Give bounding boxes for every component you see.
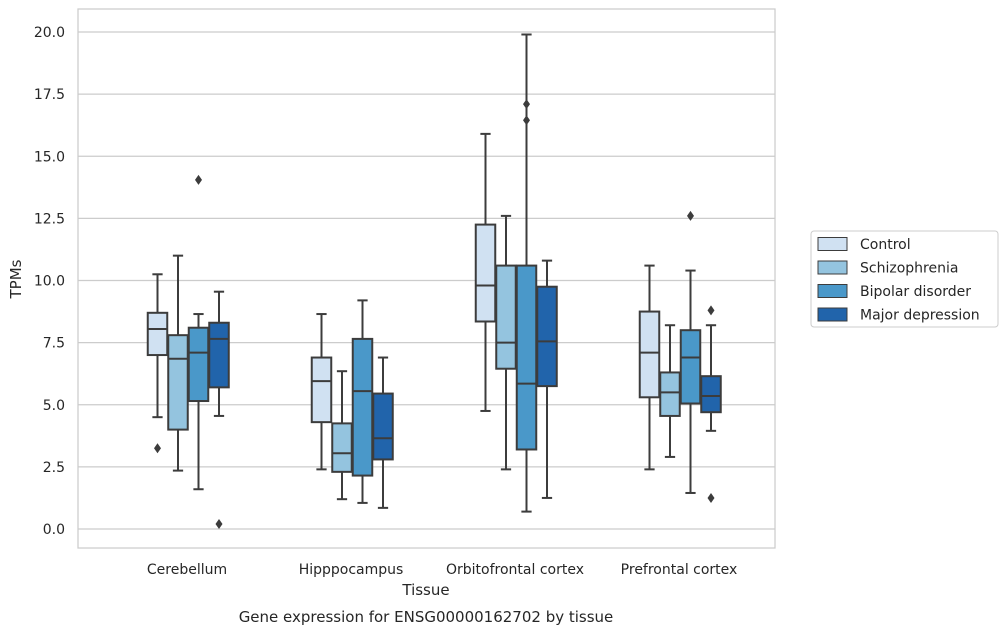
legend-label: Control (860, 237, 911, 253)
box-body (700, 375, 722, 414)
box-schizophrenia (167, 254, 189, 472)
outlier-point (523, 99, 530, 110)
x-tick-labels: Cerebellum Hipppocampus Orbitofrontal cort… (147, 562, 737, 578)
box-control (146, 273, 169, 454)
y-axis-label: TPMs (7, 259, 25, 299)
box-body (679, 329, 702, 405)
y-tick-label: 5.0 (43, 398, 65, 414)
legend-swatch (817, 284, 848, 298)
x-axis-label: Tissue (401, 581, 449, 599)
legend-label: Schizophrenia (860, 261, 958, 277)
legend: Control Schizophrenia Bipolar disorder Majo… (810, 230, 999, 328)
box-body (146, 311, 169, 357)
y-tick-label: 17.5 (34, 87, 65, 103)
box-body (331, 422, 353, 473)
legend-label: Major depression (860, 308, 980, 324)
boxes (146, 33, 722, 530)
x-tick-label: Cerebellum (147, 562, 227, 578)
box-bipolar-disorder (187, 174, 210, 491)
chart-caption: Gene expression for ENSG00000162702 by t… (239, 608, 614, 626)
x-tick-label: Prefrontal cortex (621, 562, 738, 578)
legend-frame (810, 230, 999, 328)
box-body (474, 223, 497, 323)
box-control (310, 313, 333, 471)
outlier-point (687, 210, 694, 221)
y-tick-labels: 0.0 2.5 5.0 7.5 10.0 12.5 15.0 17.5 20.0 (34, 25, 65, 538)
box-body (536, 285, 558, 388)
box-body (208, 321, 230, 389)
box-bipolar-disorder (351, 299, 374, 504)
box-body (495, 264, 517, 370)
box-body (310, 356, 333, 424)
outlier-point (707, 492, 715, 503)
box-body (372, 392, 394, 461)
y-tick-label: 0.0 (43, 522, 65, 538)
box-body (167, 334, 189, 431)
plot-area-frame (77, 8, 776, 549)
outlier-point (215, 519, 223, 530)
box-major-depression (536, 259, 558, 499)
box-control (638, 264, 661, 471)
y-tick-label: 20.0 (34, 25, 65, 41)
x-tick-label: Orbitofrontal cortex (446, 562, 584, 578)
box-control (474, 132, 497, 412)
outlier-point (523, 115, 530, 126)
outlier-point (154, 443, 161, 454)
outlier-point (707, 305, 715, 316)
box-body (515, 264, 538, 451)
box-schizophrenia (495, 214, 517, 471)
legend-swatch (817, 260, 848, 275)
x-tick-label: Hipppocampus (299, 562, 404, 578)
box-body (638, 310, 661, 399)
y-tick-label: 2.5 (43, 460, 65, 476)
y-tick-label: 7.5 (43, 336, 65, 352)
box-body (659, 371, 681, 417)
y-tick-label: 15.0 (34, 149, 65, 165)
legend-swatch (817, 307, 848, 322)
box-major-depression (700, 305, 722, 503)
y-tick-label: 10.0 (34, 274, 65, 290)
legend-label: Bipolar disorder (860, 284, 971, 300)
box-schizophrenia (331, 370, 353, 501)
box-bipolar-disorder (515, 33, 538, 513)
legend-swatch (817, 237, 848, 251)
box-bipolar-disorder (679, 210, 702, 494)
box-body (187, 326, 210, 403)
box-schizophrenia (659, 324, 681, 458)
y-tick-label: 12.5 (34, 211, 65, 227)
outlier-point (195, 174, 202, 185)
box-body (351, 337, 374, 477)
box-major-depression (372, 356, 394, 509)
box-major-depression (208, 290, 230, 530)
